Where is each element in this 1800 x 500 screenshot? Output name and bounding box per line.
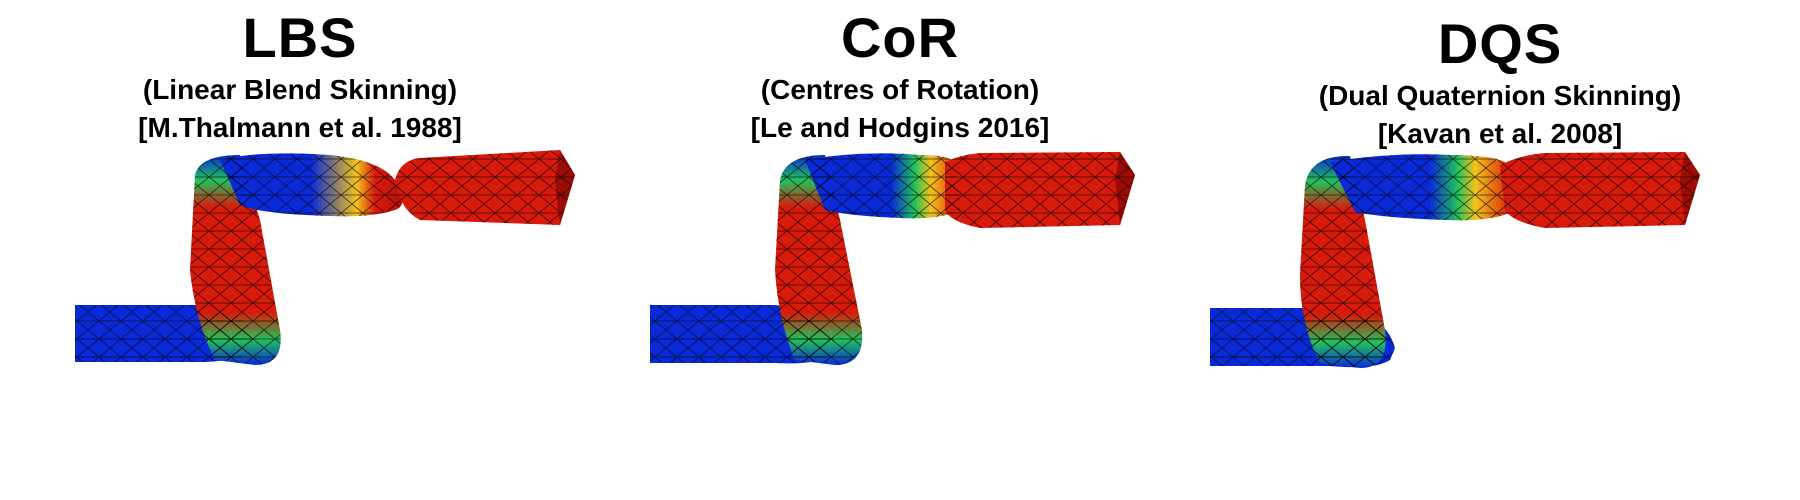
deformed-bar-dqs: [1200, 150, 1800, 450]
panel-title: DQS: [1437, 12, 1563, 75]
panel-subtitle: (Dual Quaternion Skinning): [1318, 80, 1682, 111]
panel-reference: [Kavan et al. 2008]: [1377, 118, 1623, 149]
panel-lbs: LBS (Linear Blend Skinning) [M.Thalmann …: [0, 0, 600, 500]
panel-cor: CoR (Centres of Rotation) [Le and Hodgin…: [600, 0, 1200, 500]
panel-subtitle: (Linear Blend Skinning): [142, 74, 458, 105]
panel-reference: [M.Thalmann et al. 1988]: [138, 112, 462, 143]
panel-title: CoR: [840, 6, 960, 69]
panel-dqs: DQS (Dual Quaternion Skinning) [Kavan et…: [1200, 0, 1800, 500]
deformed-bar-cor: [600, 150, 1200, 450]
panel-title: LBS: [242, 6, 358, 69]
panel-subtitle: (Centres of Rotation): [760, 74, 1040, 105]
deformed-bar-lbs: [0, 150, 600, 450]
panel-reference: [Le and Hodgins 2016]: [750, 112, 1050, 143]
